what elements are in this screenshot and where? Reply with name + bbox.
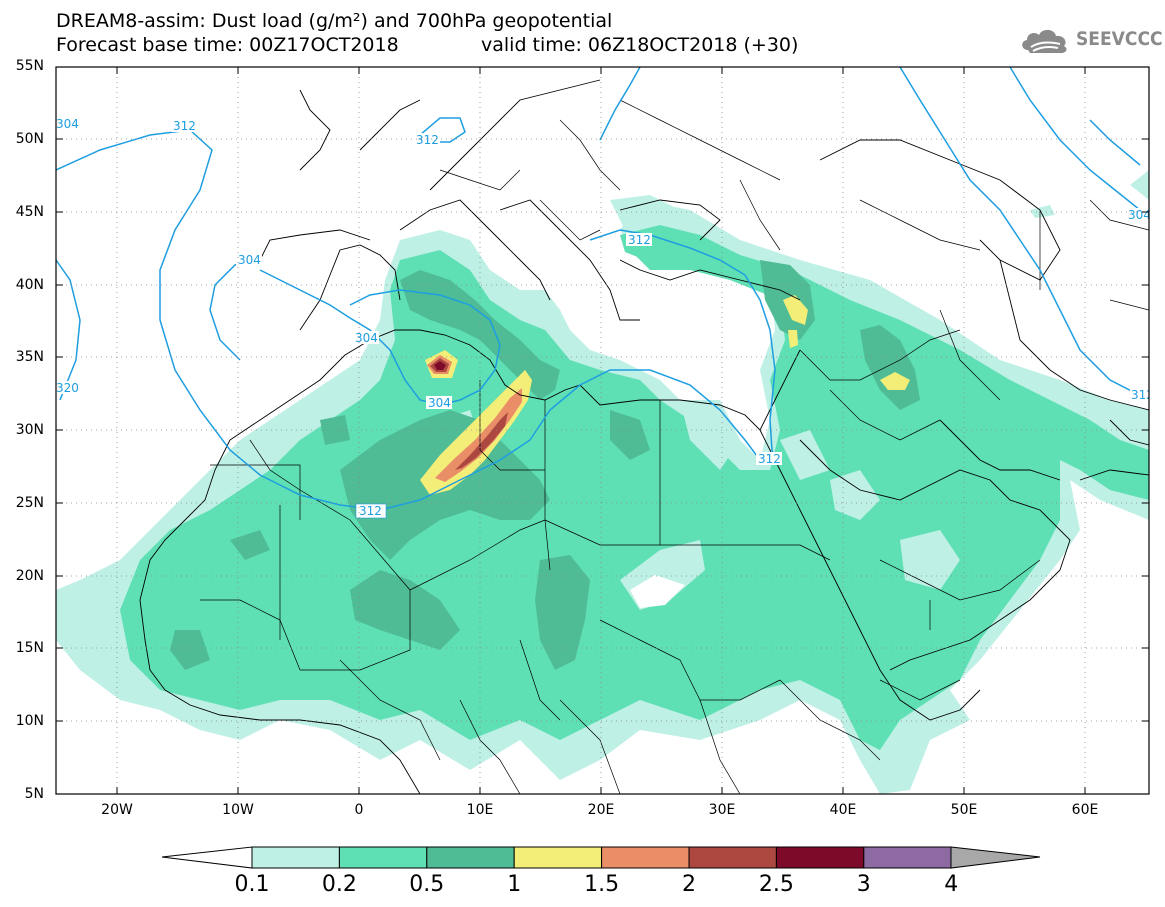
lon-label: 50E bbox=[950, 802, 978, 818]
contour-label-304: 304 bbox=[1128, 208, 1151, 222]
colorbar-label: 0.1 bbox=[234, 872, 270, 897]
contour-label-312: 312 bbox=[416, 133, 439, 147]
contour-label-312: 312 bbox=[1131, 388, 1154, 402]
colorbar-swatch bbox=[601, 846, 690, 869]
dust-area-0.2 bbox=[120, 230, 1149, 750]
map-content: 312 304 304 304 304 312 312 312 320 312 … bbox=[56, 67, 1154, 794]
colorbar-swatch bbox=[775, 846, 865, 869]
colorbar-swatch bbox=[688, 846, 777, 869]
contour-label-312: 312 bbox=[173, 119, 196, 133]
coastlines bbox=[139, 79, 1149, 794]
colorbar-low-arrow bbox=[161, 846, 253, 869]
seevccc-logo: SEEVCCC bbox=[1018, 22, 1163, 56]
colorbar-label: 2.5 bbox=[758, 872, 794, 897]
graticule bbox=[56, 67, 1149, 794]
valid-time: valid time: 06Z18OCT2018 (+30) bbox=[481, 34, 799, 56]
lat-label: 10N bbox=[15, 713, 44, 729]
dust-load-field bbox=[56, 170, 1149, 794]
lat-label: 35N bbox=[15, 349, 44, 365]
colorbar-label: 4 bbox=[944, 872, 959, 897]
lat-label: 40N bbox=[15, 277, 44, 293]
colorbar-label: 0.5 bbox=[409, 872, 445, 897]
country-borders bbox=[200, 99, 1149, 794]
colorbar bbox=[161, 846, 1041, 869]
colorbar-swatch bbox=[513, 846, 603, 869]
contour-label-304: 304 bbox=[355, 331, 378, 345]
colorbar-swatch bbox=[338, 846, 428, 869]
colorbar-high-arrow bbox=[950, 846, 1041, 869]
axis-ticks bbox=[56, 67, 1149, 794]
lon-label: 10E bbox=[466, 802, 494, 818]
contour-label-304: 304 bbox=[428, 396, 451, 410]
lat-label: 25N bbox=[15, 495, 44, 511]
colorbar-label: 1 bbox=[507, 872, 522, 897]
contour-label-312: 312 bbox=[628, 233, 651, 247]
colorbar-label: 1.5 bbox=[584, 872, 620, 897]
cloud-icon bbox=[1022, 29, 1067, 53]
lat-label: 5N bbox=[24, 786, 44, 802]
lat-label: 55N bbox=[15, 58, 44, 74]
lon-label: 20W bbox=[101, 802, 133, 818]
contour-label-320: 320 bbox=[56, 381, 79, 395]
colorbar-label: 0.2 bbox=[321, 872, 357, 897]
lat-label: 15N bbox=[15, 640, 44, 656]
contour-label-304: 304 bbox=[56, 117, 79, 131]
map-subtitle: Forecast base time: 00Z17OCT2018 valid ti… bbox=[56, 34, 798, 56]
lon-label: 0 bbox=[354, 802, 364, 818]
contour-label-312: 312 bbox=[758, 452, 781, 466]
lat-label: 20N bbox=[15, 568, 44, 584]
contour-label-304: 304 bbox=[238, 253, 261, 267]
contour-labels: 312 304 304 304 304 312 312 312 320 312 … bbox=[56, 117, 1154, 519]
lat-label: 45N bbox=[15, 204, 44, 220]
forecast-base-time: Forecast base time: 00Z17OCT2018 bbox=[56, 34, 399, 56]
contour-label-312: 312 bbox=[359, 504, 382, 518]
lon-label: 30E bbox=[708, 802, 736, 818]
colorbar-swatch bbox=[251, 846, 340, 869]
lon-label: 20E bbox=[587, 802, 615, 818]
lat-label: 30N bbox=[15, 422, 44, 438]
colorbar-label: 2 bbox=[682, 872, 696, 897]
lon-label: 40E bbox=[829, 802, 857, 818]
map-title: DREAM8-assim: Dust load (g/m²) and 700hP… bbox=[56, 10, 613, 32]
lon-label: 10W bbox=[222, 802, 254, 818]
lon-label: 60E bbox=[1071, 802, 1099, 818]
colorbar-swatch bbox=[426, 846, 515, 869]
colorbar-swatch bbox=[863, 846, 952, 869]
geopotential-contours bbox=[56, 67, 1149, 511]
logo-text: SEEVCCC bbox=[1076, 28, 1163, 50]
colorbar-label: 3 bbox=[856, 872, 871, 897]
lat-label: 50N bbox=[15, 131, 44, 147]
